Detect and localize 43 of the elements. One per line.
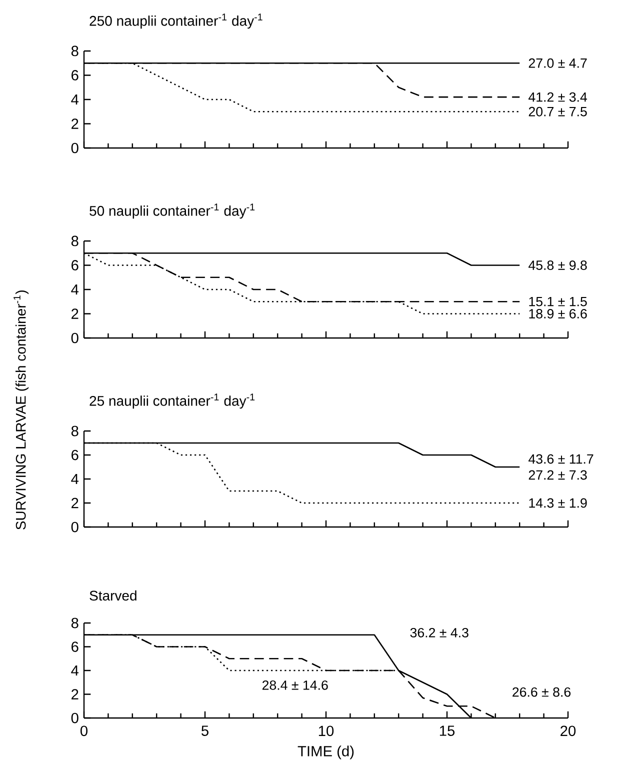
x-axis-title: TIME (d) [298,746,354,760]
annotation: 20.7 ± 7.5 [528,106,587,116]
y-tick-label: 4 [71,474,79,484]
y-tick-label: 0 [71,522,78,532]
annotation: 14.3 ± 1.9 [529,498,587,508]
chart-title: 50 nauplii container$^{-1}$ day$^{-1}$ [90,204,255,219]
y-tick-label: 2 [72,118,78,129]
chart-title: Starved [90,590,136,601]
y-tick-label: 8 [71,46,78,56]
x-tick-label: 20 [560,726,576,736]
y-tick-label: 8 [71,618,78,628]
annotation: 43.6 ± 11.7 [528,454,594,464]
annotation: 27.2 ± 7.3 [528,470,587,480]
x-tick-label: 15 [440,726,455,736]
annotation: 36.2 ± 4.3 [410,628,468,638]
y-tick-label: 6 [72,642,78,652]
y-tick-label: 6 [72,70,78,80]
y-axis-title: SURVIVING LARVAE (fish container$^{-1}$) [14,290,29,530]
y-tick-label: 8 [71,426,78,436]
y-tick-label: 0 [71,142,78,154]
y-tick-label: 0 [71,712,78,724]
y-tick-label: 4 [71,94,79,105]
x-tick-label: 10 [318,726,334,736]
y-tick-label: 6 [72,450,78,460]
y-tick-label: 8 [71,236,78,246]
y-tick-label: 2 [72,689,78,700]
annotation: 26.6 ± 8.6 [512,687,571,697]
chart-title: 25 nauplii container$^{-1}$ day$^{-1}$ [90,394,255,409]
annotation: 45.8 ± 9.8 [528,260,587,270]
y-tick-label: 0 [71,332,78,344]
y-tick-label: 2 [72,498,78,508]
annotation: 27.0 ± 4.7 [528,58,587,68]
y-tick-label: 2 [72,308,78,319]
y-tick-label: 4 [71,665,79,676]
annotation: 15.1 ± 1.5 [529,296,587,306]
annotation: 18.9 ± 6.6 [529,309,587,318]
y-tick-label: 4 [71,284,79,295]
y-tick-label: 6 [72,260,78,270]
x-tick-label: 5 [202,726,208,736]
x-tick-label: 0 [80,726,88,736]
annotation: 28.4 ± 14.6 [262,680,328,690]
annotation: 41.2 ± 3.4 [528,92,588,102]
chart-title: 250 nauplii container$^{-1}$ day$^{-1}$ [90,14,262,29]
